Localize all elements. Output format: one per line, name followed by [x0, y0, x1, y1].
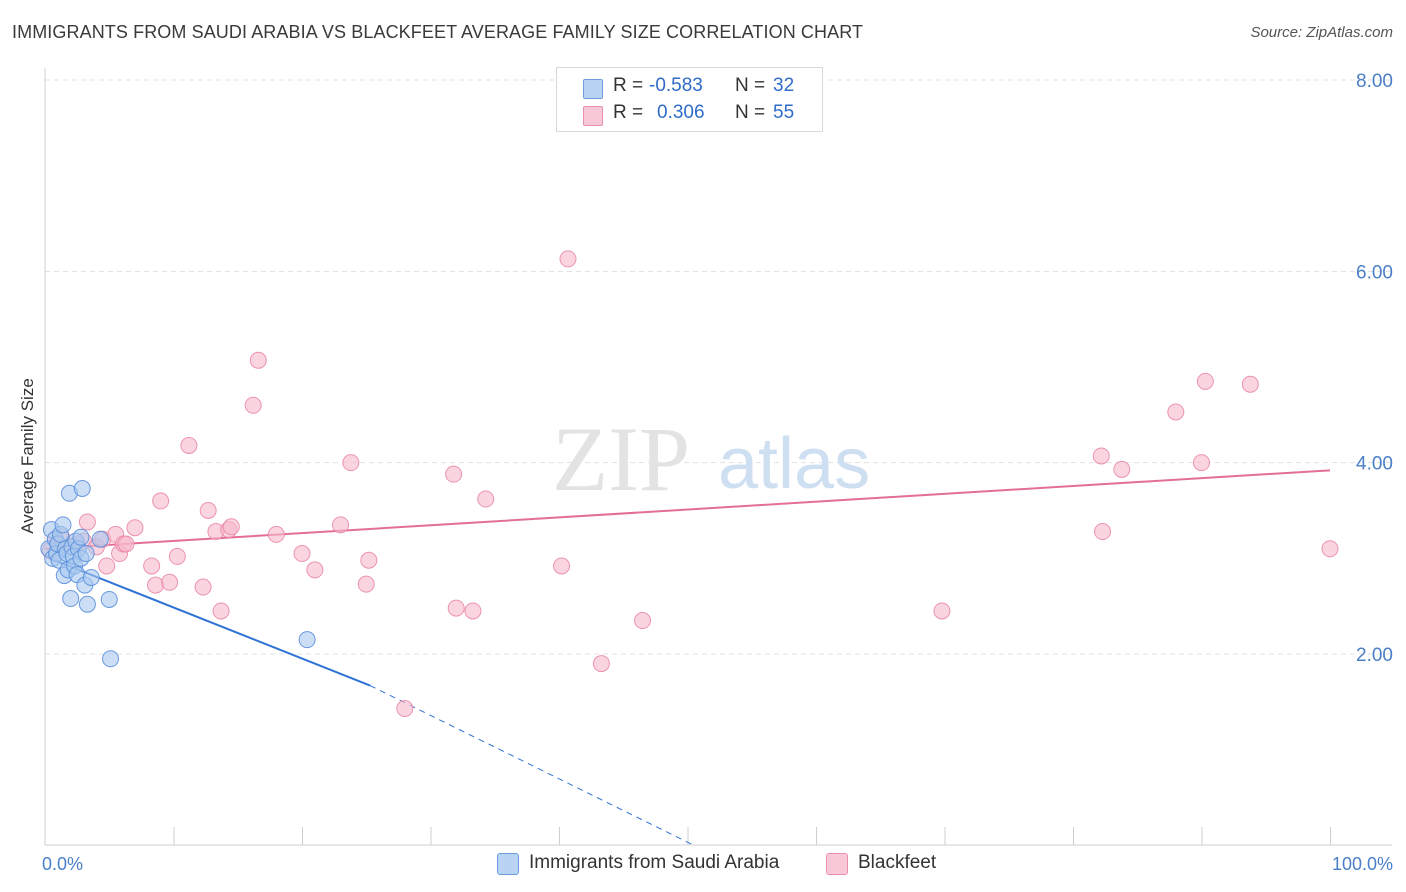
- point-blackfeet: [143, 557, 161, 575]
- y-tick-label: 4.00: [1356, 454, 1393, 475]
- data-points: [40, 250, 1339, 718]
- legend-swatch-saudi: [583, 79, 603, 99]
- point-blackfeet: [293, 545, 311, 563]
- point-blackfeet: [1094, 523, 1112, 541]
- point-blackfeet: [168, 547, 186, 565]
- point-blackfeet: [447, 599, 465, 617]
- y-tick-labels: 2.00 4.00 6.00 8.00: [1356, 71, 1393, 666]
- bottom-legend-swatch-saudi: [497, 853, 519, 875]
- point-blackfeet: [933, 602, 951, 620]
- point-blackfeet: [212, 602, 230, 620]
- point-blackfeet: [152, 492, 170, 510]
- y-tick-label: 2.00: [1356, 645, 1393, 666]
- legend-n-label: N =: [735, 102, 766, 123]
- point-blackfeet: [342, 454, 360, 472]
- bottom-legend-label-blackfeet: Blackfeet: [858, 852, 937, 873]
- point-blackfeet: [249, 351, 267, 369]
- point-blackfeet: [332, 516, 350, 534]
- axes: [44, 68, 1392, 846]
- point-blackfeet: [126, 519, 144, 537]
- legend-r-label: R =: [613, 102, 644, 123]
- point-saudi: [72, 528, 90, 546]
- point-blackfeet: [1196, 372, 1214, 390]
- point-saudi: [62, 590, 80, 608]
- point-blackfeet: [559, 250, 577, 268]
- point-blackfeet: [357, 575, 375, 593]
- y-axis-label: Average Family Size: [18, 378, 37, 534]
- legend: R = -0.583 N = 32 R = 0.306 N = 55: [556, 67, 823, 132]
- point-saudi: [100, 590, 118, 608]
- point-blackfeet: [396, 700, 414, 718]
- point-blackfeet: [1321, 540, 1339, 558]
- point-saudi: [298, 631, 316, 649]
- trend-line-saudi-extension: [369, 685, 695, 846]
- point-blackfeet: [1241, 375, 1259, 393]
- x-tick-label-max: 100.0%: [1332, 854, 1393, 874]
- point-blackfeet: [180, 436, 198, 454]
- point-saudi: [91, 530, 109, 548]
- source-label[interactable]: Source: ZipAtlas.com: [1250, 24, 1393, 41]
- bottom-legend-label-saudi: Immigrants from Saudi Arabia: [529, 852, 780, 873]
- legend-n-value-saudi: 32: [773, 75, 795, 96]
- point-blackfeet: [360, 551, 378, 569]
- point-blackfeet: [244, 396, 262, 414]
- point-blackfeet: [267, 525, 285, 543]
- point-blackfeet: [445, 465, 463, 483]
- point-blackfeet: [1167, 403, 1185, 421]
- watermark-zip: ZIP: [552, 408, 690, 510]
- point-blackfeet: [98, 557, 116, 575]
- point-saudi: [73, 479, 91, 497]
- legend-r-label: R =: [613, 75, 644, 96]
- point-blackfeet: [147, 576, 165, 594]
- chart-title: IMMIGRANTS FROM SAUDI ARABIA VS BLACKFEE…: [12, 22, 864, 42]
- point-blackfeet: [199, 502, 217, 519]
- y-tick-label: 6.00: [1356, 262, 1393, 283]
- legend-n-value-blackfeet: 55: [773, 102, 795, 123]
- point-blackfeet: [117, 535, 135, 553]
- point-blackfeet: [161, 573, 179, 591]
- point-saudi: [102, 650, 120, 668]
- point-blackfeet: [634, 612, 652, 630]
- point-saudi: [78, 595, 96, 613]
- point-saudi: [82, 568, 100, 586]
- point-blackfeet: [553, 557, 571, 575]
- point-saudi: [77, 545, 95, 563]
- x-tick-labels: 0.0% 100.0%: [42, 854, 1393, 874]
- point-blackfeet: [477, 490, 495, 508]
- point-blackfeet: [592, 655, 610, 673]
- point-blackfeet: [78, 513, 96, 531]
- watermark-atlas: atlas: [718, 424, 870, 504]
- point-blackfeet: [194, 578, 212, 596]
- x-tick-label-min: 0.0%: [42, 854, 83, 874]
- bottom-legend-swatch-blackfeet: [826, 853, 848, 875]
- point-blackfeet: [1193, 454, 1210, 472]
- point-blackfeet: [306, 561, 324, 579]
- legend-r-value-saudi: -0.583: [649, 75, 703, 96]
- point-saudi: [54, 516, 72, 534]
- legend-r-value-blackfeet: 0.306: [657, 102, 705, 123]
- point-blackfeet: [464, 602, 482, 620]
- point-blackfeet: [1113, 460, 1131, 478]
- point-blackfeet: [1092, 447, 1110, 465]
- trend-line-blackfeet: [44, 469, 1331, 550]
- gridlines: [45, 79, 1392, 655]
- point-blackfeet: [222, 518, 240, 536]
- legend-swatch-blackfeet: [583, 106, 603, 126]
- y-tick-label: 8.00: [1356, 71, 1393, 92]
- legend-n-label: N =: [735, 75, 766, 96]
